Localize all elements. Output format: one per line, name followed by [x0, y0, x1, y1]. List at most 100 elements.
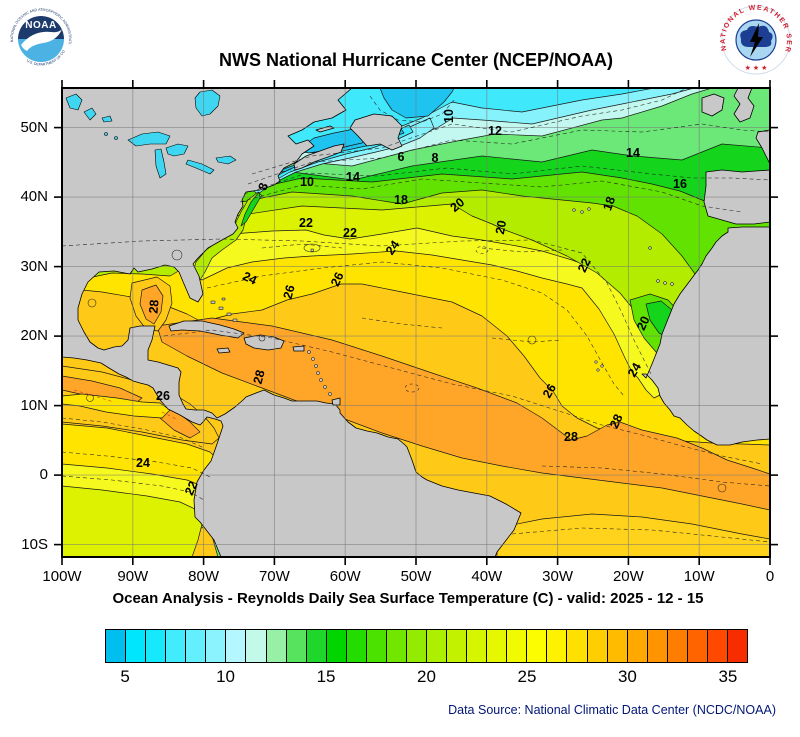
y-tick-label: 50N: [20, 118, 48, 136]
x-tick-label: 60W: [329, 568, 361, 585]
us-seaboard-cold: [240, 191, 261, 227]
map-frame: [61, 87, 771, 558]
nws-stars: ★ ★ ★: [745, 64, 768, 72]
contour-dashed: [541, 465, 771, 487]
colorbar-segment: [366, 630, 387, 662]
island-dot: [316, 371, 320, 375]
x-tick-label: 90W: [117, 568, 149, 585]
page-title: NWS National Hurricane Center (NCEP/NOAA…: [218, 50, 614, 70]
contour-loop: [475, 246, 489, 254]
lake-winnipeg: [65, 93, 83, 111]
island-dot: [221, 297, 226, 301]
x-tick-label: 40W: [471, 568, 503, 585]
colorbar-segment: [286, 630, 307, 662]
lake-ontario: [215, 155, 237, 165]
isotherm-label-10: 10: [442, 109, 456, 123]
island-dot: [580, 210, 584, 214]
land-ireland: [701, 93, 725, 117]
land-newfoundland: [349, 113, 403, 151]
colorbar-segment: [166, 630, 187, 662]
james-bay: [194, 89, 221, 117]
sst-cold-pool-4-6: [379, 87, 455, 119]
lake-dot: [114, 136, 118, 140]
contour-loop: [171, 249, 183, 261]
y-tick-label: 10N: [20, 396, 48, 414]
canary-madeira-islands: [648, 246, 674, 286]
contour-red-dashed: [73, 389, 115, 403]
island-dot: [594, 360, 598, 364]
nws-lightning-icon: [750, 23, 763, 57]
colorbar-segment: [346, 630, 367, 662]
colorbar-tick-label: 20: [417, 667, 436, 686]
colorbar-segment: [467, 630, 488, 662]
contour-loop: [303, 243, 321, 253]
land-nova-scotia: [293, 143, 345, 171]
isotherm-label-24: 24: [625, 360, 644, 379]
island-dot: [319, 378, 323, 382]
noaa-seabird-icon: [21, 29, 62, 51]
colorbar-segment: [306, 630, 327, 662]
land-trinidad: [331, 397, 341, 406]
isotherm-label-24: 24: [383, 238, 402, 257]
y-tick-label: 30N: [20, 257, 48, 275]
lake-manitoba: [83, 107, 97, 121]
isotherm-label-26: 26: [328, 270, 347, 289]
island-dot: [572, 208, 576, 212]
island-dot: [210, 300, 216, 304]
contour-dashed: [61, 475, 205, 501]
colorbar-segment: [186, 630, 207, 662]
x-tick-label: 30W: [542, 568, 574, 585]
isotherm-label-16: 16: [673, 177, 687, 191]
y-tick-label: 10S: [21, 535, 48, 553]
contour-dashed: [261, 243, 343, 249]
colorbar-segment: [487, 630, 508, 662]
land-great-britain: [733, 87, 755, 123]
colorbar-segment: [246, 630, 267, 662]
colorbar-segment: [507, 630, 528, 662]
contour-dashed: [61, 238, 653, 377]
colorbar: [105, 629, 748, 663]
x-tick-label: 100W: [42, 568, 82, 585]
contour-dashed: [61, 451, 213, 479]
isotherm-label-14: 14: [346, 170, 360, 184]
island-dot: [600, 364, 604, 368]
colorbar-segment: [146, 630, 167, 662]
isotherm-label-28: 28: [251, 368, 268, 385]
colorbar-segment: [427, 630, 448, 662]
contour-loop: [717, 483, 727, 493]
isotherm-label-8: 8: [432, 151, 439, 165]
nws-logo: NATIONAL WEATHER SERVICE ★ ★ ★: [720, 4, 792, 76]
colorbar-segment: [447, 630, 468, 662]
x-tick-label: 80W: [188, 568, 220, 585]
isotherm-label-26: 26: [281, 283, 298, 300]
land-france: [755, 129, 771, 165]
contour-dashed: [239, 178, 743, 213]
contour-loop: [86, 394, 94, 402]
lake-superior: [127, 131, 171, 147]
x-tick-label: 70W: [258, 568, 290, 585]
colorbar-segment: [607, 630, 628, 662]
x-tick-label: 50W: [400, 568, 432, 585]
colorbar-segment: [707, 630, 728, 662]
colorbar-segment: [106, 630, 127, 662]
colorbar-segment: [627, 630, 648, 662]
contour-dashed: [243, 165, 771, 195]
contour-dashed: [251, 87, 688, 175]
island-dot: [307, 350, 311, 354]
lake-huron: [165, 143, 189, 157]
isotherm-label-22: 22: [299, 216, 313, 230]
isotherm-label-14: 14: [626, 146, 640, 160]
island-dot: [226, 312, 232, 316]
isotherm-label-28: 28: [607, 412, 626, 431]
island-dot: [311, 357, 315, 361]
gulf-loop-28: [139, 284, 164, 325]
lesser-antilles-islands: [307, 350, 332, 396]
colorbar-tick-label: 30: [617, 667, 637, 686]
isotherm-label-24: 24: [136, 456, 150, 470]
contour-loop: [527, 335, 537, 345]
contour-loop: [404, 383, 420, 393]
colorbar-tick-label: 25: [517, 667, 537, 686]
island-dot: [670, 282, 674, 286]
cape-verde-islands: [594, 360, 604, 372]
